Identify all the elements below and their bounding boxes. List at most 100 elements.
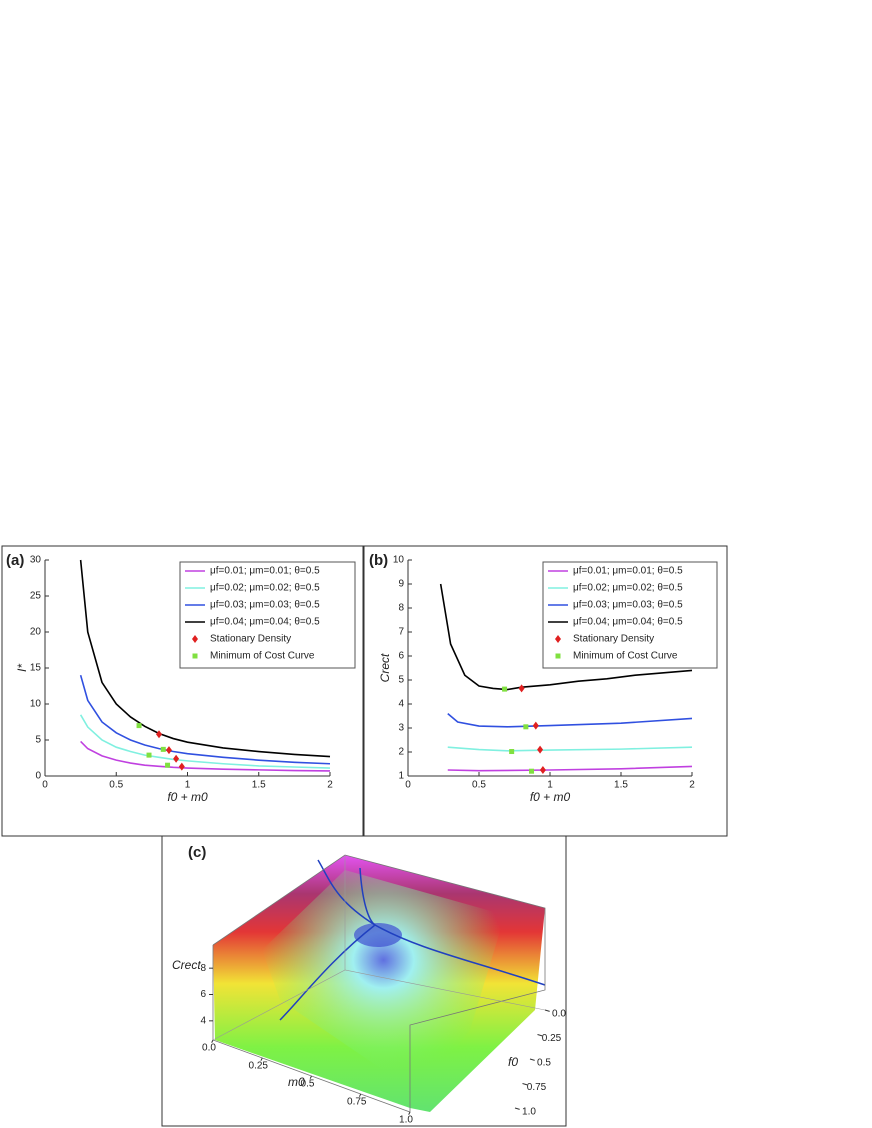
legend-label: Minimum of Cost Curve [573, 651, 678, 662]
y-axis-label: f0 [508, 1055, 518, 1069]
axis-tick [358, 1093, 362, 1097]
y-tick-label: 3 [398, 723, 404, 734]
x-axis-label: f0 + m0 [530, 790, 571, 804]
y-axis-label: I* [15, 664, 29, 672]
x-tick-label: 2 [689, 780, 695, 791]
line-series [79, 714, 331, 769]
x-tick-label: 0 [42, 780, 48, 791]
axis-tick-label: 0.0 [552, 1009, 566, 1020]
line-series [80, 740, 331, 772]
axis-tick [260, 1057, 263, 1061]
legend-label: μf=0.04; μm=0.04; θ=0.5 [573, 617, 683, 628]
y-tick-label: 7 [398, 627, 404, 638]
legend-label: μf=0.03; μm=0.03; θ=0.5 [573, 600, 683, 611]
y-tick-label: 4 [398, 699, 404, 710]
marker [509, 749, 515, 755]
legend-label: μf=0.02; μm=0.02; θ=0.5 [210, 583, 320, 594]
x-tick-label: 0.5 [472, 780, 486, 791]
x-tick-label: 1.5 [614, 780, 628, 791]
x-tick-label: 1 [547, 780, 553, 791]
legend-label: μf=0.02; μm=0.02; θ=0.5 [573, 583, 683, 594]
legend-box [542, 561, 718, 669]
axis-tick [309, 1075, 312, 1079]
y-tick-label: 8 [398, 603, 404, 614]
legend-box [179, 561, 356, 669]
y-tick-label: 10 [30, 699, 42, 710]
y-tick-label: 10 [393, 555, 405, 566]
z-tick-label: 4 [200, 1015, 206, 1026]
y-tick-label: 0 [35, 771, 41, 782]
line-series [79, 674, 331, 765]
x-axis-label: f0 + m0 [167, 790, 208, 804]
y-tick-label: 25 [30, 591, 42, 602]
legend-label: μf=0.01; μm=0.01; θ=0.5 [210, 566, 320, 577]
marker [529, 768, 535, 774]
marker [178, 762, 185, 771]
axis-tick-label: 0.5 [301, 1079, 315, 1090]
legend-label: Stationary Density [573, 634, 654, 645]
y-tick-label: 6 [398, 651, 404, 662]
line-series [447, 712, 693, 728]
x-axis-label: m0 [288, 1075, 305, 1089]
legend-swatch [555, 635, 561, 643]
x-tick-label: 1.5 [252, 780, 266, 791]
y-axis-label: Crect [378, 653, 392, 682]
x-tick-label: 1 [185, 780, 191, 791]
y-tick-label: 20 [30, 627, 42, 638]
x-tick-label: 0.5 [109, 780, 123, 791]
marker [537, 745, 544, 754]
legend-label: μf=0.01; μm=0.01; θ=0.5 [573, 566, 683, 577]
marker [165, 746, 172, 755]
legend-swatch [192, 635, 198, 643]
marker [160, 746, 166, 752]
axis-tick-label: 0.25 [249, 1061, 269, 1072]
panel-label: (c) [188, 844, 206, 861]
y-tick-label: 30 [30, 555, 42, 566]
axis-tick [211, 1039, 214, 1043]
legend-swatch [555, 653, 561, 659]
y-tick-label: 5 [35, 735, 41, 746]
axis-tick-label: 0.5 [537, 1058, 551, 1069]
axis-tick [514, 1107, 520, 1110]
y-tick-label: 2 [398, 747, 404, 758]
y-tick-label: 1 [398, 771, 404, 782]
axis-tick-label: 0.25 [542, 1033, 562, 1044]
x-tick-label: 0 [405, 780, 411, 791]
axis-tick-label: 1.0 [399, 1115, 413, 1126]
legend-swatch [192, 653, 198, 659]
marker [173, 754, 180, 763]
marker [532, 721, 539, 730]
y-tick-label: 5 [398, 675, 404, 686]
z-axis-label: Crect [172, 958, 201, 972]
marker [539, 766, 546, 774]
legend-label: Stationary Density [210, 634, 291, 645]
axis-tick [522, 1083, 528, 1086]
surface [212, 854, 546, 1113]
marker [146, 752, 152, 758]
axis-tick [544, 1009, 550, 1012]
legend-label: μf=0.03; μm=0.03; θ=0.5 [210, 600, 320, 611]
axis-tick [529, 1058, 535, 1061]
y-tick-label: 15 [30, 663, 42, 674]
axis-tick [537, 1034, 543, 1037]
marker [165, 762, 171, 768]
marker [523, 724, 529, 730]
z-tick-label: 8 [200, 963, 206, 974]
legend-label: μf=0.04; μm=0.04; θ=0.5 [210, 617, 320, 628]
z-tick-label: 6 [200, 989, 206, 1000]
axis-tick-label: 0.75 [527, 1082, 547, 1093]
axis-tick-label: 0.0 [202, 1043, 216, 1054]
axis-tick-label: 0.75 [347, 1097, 367, 1108]
axis-tick-label: 1.0 [522, 1107, 536, 1118]
y-tick-label: 9 [398, 579, 404, 590]
axis-tick [408, 1111, 411, 1115]
line-series [447, 765, 693, 772]
panel-label: (a) [6, 552, 24, 569]
line-series [447, 746, 693, 752]
marker [156, 730, 162, 739]
marker [518, 684, 525, 693]
x-tick-label: 2 [327, 780, 333, 791]
marker [136, 723, 142, 729]
panel-label: (b) [369, 552, 388, 569]
